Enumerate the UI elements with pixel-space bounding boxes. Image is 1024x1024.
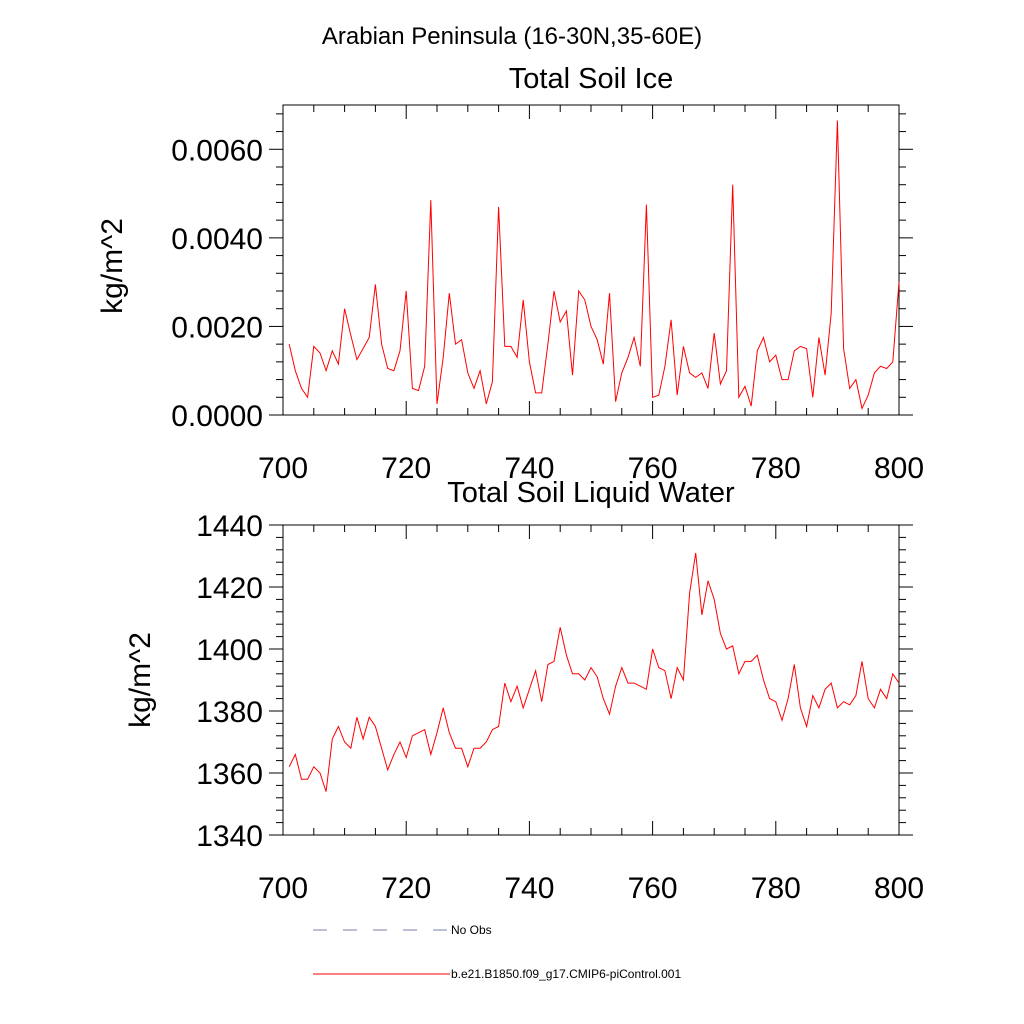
legend: No Obs b.e21.B1850.f09_g17.CMIP6-piContr…: [313, 923, 681, 981]
x-tick-label: 700: [258, 872, 308, 905]
main-title: Arabian Peninsula (16-30N,35-60E): [322, 23, 702, 50]
y-tick-label: 0.0000: [171, 400, 263, 433]
x-tick-label: 780: [751, 452, 801, 485]
y-tick-label: 1360: [196, 758, 263, 791]
legend-label-picontrol: b.e21.B1850.f09_g17.CMIP6-piControl.001: [451, 967, 681, 981]
x-tick-label: 800: [874, 872, 924, 905]
x-tick-label: 760: [628, 872, 678, 905]
x-tick-label: 720: [381, 872, 431, 905]
y-tick-label: 1440: [196, 510, 263, 543]
x-tick-label: 740: [504, 872, 554, 905]
legend-label-no-obs: No Obs: [451, 923, 492, 937]
y-ticks: 1340 1360 1380 1400 1420 1440: [196, 510, 913, 853]
y-tick-label: 1380: [196, 696, 263, 729]
y-ticks: 0.0000 0.0020 0.0040 0.0060: [171, 113, 913, 433]
x-ticks: 700 720 740 760 780 800: [258, 105, 924, 485]
x-tick-label: 700: [258, 452, 308, 485]
chart-title: Total Soil Ice: [509, 63, 673, 95]
y-tick-label: 0.0020: [171, 311, 263, 344]
series-line: [288, 552, 900, 792]
y-tick-label: 1420: [196, 572, 263, 605]
plot-frame: [282, 524, 900, 836]
x-tick-label: 780: [751, 872, 801, 905]
y-tick-label: 0.0060: [171, 134, 263, 167]
x-tick-label: 720: [381, 452, 431, 485]
y-tick-label: 1400: [196, 634, 263, 667]
y-tick-label: 1340: [196, 820, 263, 853]
panel-total-soil-liquid-water: Total Soil Liquid Water kg/m^2 134013601…: [124, 477, 924, 905]
series-line: [288, 120, 900, 410]
panel-total-soil-ice: Total Soil Ice kg/m^2 0.0000 0.0020 0.0040…: [96, 63, 924, 485]
x-tick-label: 800: [874, 452, 924, 485]
chart-title: Total Soil Liquid Water: [447, 477, 735, 509]
x-ticks: 700 720 740 760 780 800: [258, 525, 924, 905]
x-tick-label: 760: [628, 452, 678, 485]
y-axis-label: kg/m^2: [96, 218, 129, 314]
plot-frame: [282, 104, 900, 416]
y-axis-label: kg/m^2: [124, 632, 157, 728]
x-tick-label: 740: [504, 452, 554, 485]
y-tick-label: 0.0040: [171, 223, 263, 256]
